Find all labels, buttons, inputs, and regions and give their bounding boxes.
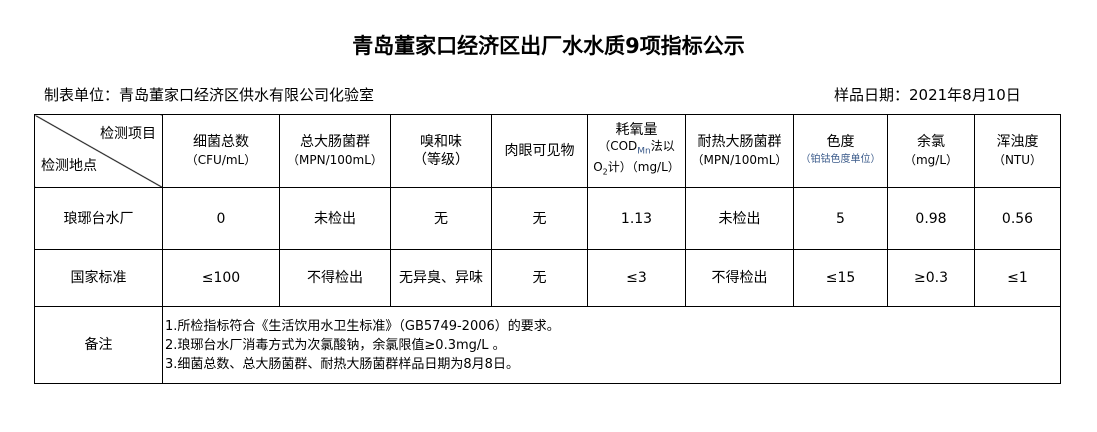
issuing-unit: 制表单位：青岛董家口经济区供水有限公司化验室 [44, 86, 375, 104]
col-header: 浑浊度 （NTU） [974, 114, 1061, 188]
text: O [593, 160, 603, 174]
table-row: 国家标准 ≤100 不得检出 无异臭、异味无 ≤3 不得检出 ≤15 ≥0.3 ≤1 [34, 249, 1061, 307]
value-cell: 未检出 [279, 187, 391, 250]
site-cell: 琅琊台水厂 [34, 187, 163, 250]
text: （NTU） [992, 153, 1043, 167]
page-title: 青岛董家口经济区出厂水水质9项指标公示 [352, 34, 745, 58]
col-header: 色度 （铂钴色度单位） [793, 114, 888, 188]
remarks-text: 1.所检指标符合《生活饮用水卫生标准》（GB5749-2006）的要求。 2.琅琊… [162, 306, 1061, 384]
text: （COD [598, 138, 638, 153]
text: 2.琅琊台水厂消毒方式为次氯酸钠，余氯限值≥0.3mg/L 。 [165, 337, 506, 353]
text: 余氯 [917, 134, 945, 150]
text: Mn [637, 146, 651, 156]
value-cell: 不得检出 [685, 249, 794, 307]
text: 法以 [650, 138, 675, 153]
sample-date: 样品日期：2021年8月10日 [834, 86, 1021, 104]
col-header: 细菌总数 （CFU/mL） [162, 114, 280, 188]
col-header: 余氯 （mg/L） [887, 114, 975, 188]
item-label: 检测项目 [100, 126, 156, 142]
text: （mg/L） [903, 153, 959, 167]
text: （CFU/mL） [185, 153, 257, 167]
value-cell: 不得检出 [279, 249, 391, 307]
remarks-label: 备注 [34, 306, 163, 384]
site-cell: 国家标准 [34, 249, 163, 307]
text: 计）（mg/L） [607, 160, 680, 174]
text: 细菌总数 [193, 134, 249, 150]
text: 浑浊度 [996, 134, 1039, 150]
text: 色度 [826, 134, 855, 150]
text: 2 [602, 167, 608, 177]
text: （等级） [413, 152, 469, 168]
table-row: 琅琊台水厂 0 未检出无无 1.13 未检出 5 0.98 0.56 [34, 187, 1061, 250]
value-cell: 1.13 [587, 187, 686, 250]
value-cell: 未检出 [685, 187, 794, 250]
value-cell: ≤15 [793, 249, 888, 307]
value-cell: ≤1 [974, 249, 1061, 307]
col-header: 耐热大肠菌群 （MPN/100mL） [685, 114, 794, 188]
value-cell: ≥0.3 [887, 249, 975, 307]
text: 3.细菌总数、总大肠菌群、耐热大肠菌群样品日期为8月8日。 [165, 356, 519, 372]
water-quality-table: 检测项目 检测地点 细菌总数 （CFU/mL） 总大肠菌群 （MPN/100mL） 嗅… [34, 114, 1061, 384]
value-cell: 无异臭、异味 [390, 249, 492, 307]
text: 肉眼可见物 [504, 143, 575, 159]
value-cell: 0.98 [887, 187, 975, 250]
header-row: 检测项目 检测地点 细菌总数 （CFU/mL） 总大肠菌群 （MPN/100mL） 嗅… [34, 114, 1061, 188]
col-header: 嗅和味 （等级） [390, 114, 492, 188]
diagonal-header-cell: 检测项目 检测地点 [34, 114, 163, 188]
value-cell: 无 [491, 187, 588, 250]
text: 耗氧量 [615, 121, 658, 138]
value-cell: 无 [390, 187, 492, 250]
value-cell: 无 [491, 249, 588, 307]
text: 总大肠菌群 [300, 134, 370, 150]
value-cell: ≤100 [162, 249, 280, 307]
text: 耐热大肠菌群 [697, 134, 782, 150]
col-header: 总大肠菌群 （MPN/100mL） [279, 114, 391, 188]
col-header: 耗氧量 （CODMn法以 O2计）（mg/L） [587, 114, 686, 188]
site-label: 检测地点 [41, 158, 97, 174]
text: 1.所检指标符合《生活饮用水卫生标准》（GB5749-2006）的要求。 [165, 318, 560, 334]
remarks-row: 备注 1.所检指标符合《生活饮用水卫生标准》（GB5749-2006）的要求。 2… [34, 306, 1061, 384]
value-cell: ≤3 [587, 249, 686, 307]
text: 嗅和味 [420, 134, 462, 150]
value-cell: 0 [162, 187, 280, 250]
value-cell: 5 [793, 187, 888, 250]
text: （MPN/100mL） [691, 153, 788, 167]
col-header: 肉眼可见物 [491, 114, 588, 188]
text: （MPN/100mL） [287, 153, 383, 167]
value-cell: 0.56 [974, 187, 1061, 250]
text: （铂钴色度单位） [800, 154, 881, 165]
